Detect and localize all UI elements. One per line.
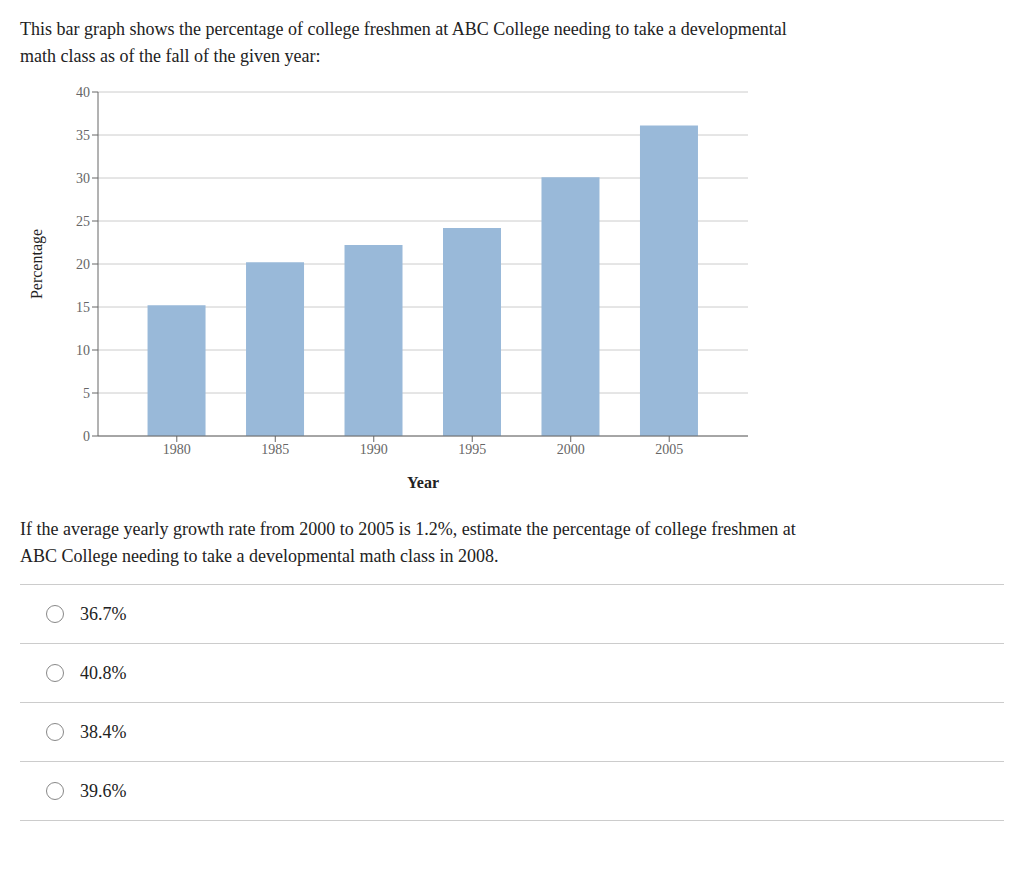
svg-text:10: 10 <box>76 343 90 358</box>
svg-text:2005: 2005 <box>655 442 683 457</box>
svg-text:40: 40 <box>76 85 90 100</box>
svg-text:1985: 1985 <box>261 442 289 457</box>
svg-text:25: 25 <box>76 214 90 229</box>
html-text:40.8%: 40.8% <box>80 662 127 683</box>
html-text:36.7%: 36.7% <box>80 603 127 624</box>
svg-text:1990: 1990 <box>360 442 388 457</box>
svg-text:5: 5 <box>83 386 90 401</box>
svg-text:30: 30 <box>76 171 90 186</box>
svg-text:20: 20 <box>76 257 90 272</box>
html-text:If the average yearly growth r: If the average yearly growth rate from 2… <box>20 519 796 566</box>
svg-text:Year: Year <box>407 474 439 491</box>
html-text:39.6%: 39.6% <box>80 780 127 801</box>
svg-text:1980: 1980 <box>163 442 191 457</box>
svg-text:2000: 2000 <box>557 442 585 457</box>
svg-text:1995: 1995 <box>458 442 486 457</box>
html-text:38.4%: 38.4% <box>80 721 127 742</box>
svg-text:35: 35 <box>76 128 90 143</box>
svg-text:0: 0 <box>83 429 90 444</box>
html-text:This bar graph shows the perce: This bar graph shows the percentage of c… <box>20 19 787 66</box>
svg-text:15: 15 <box>76 300 90 315</box>
svg-text:Percentage: Percentage <box>28 229 46 299</box>
